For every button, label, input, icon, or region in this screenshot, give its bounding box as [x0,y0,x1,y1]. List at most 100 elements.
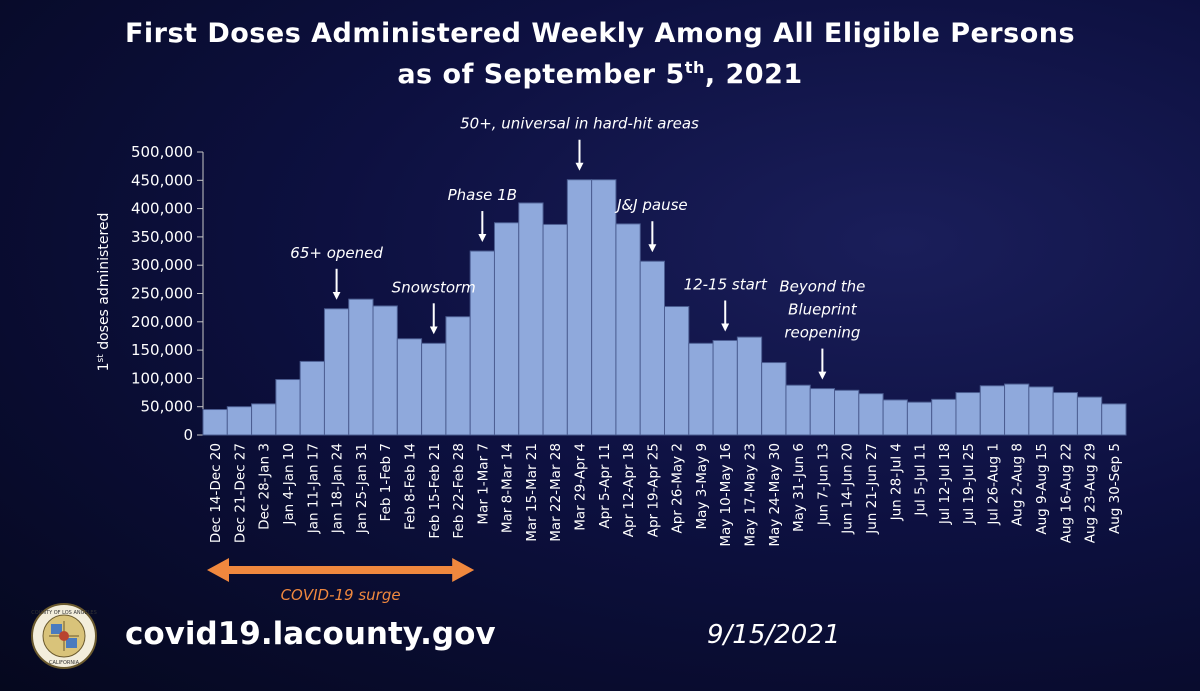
y-axis: 0 50,000 100,000 150,000 200,000 250,000 300,0… [131,143,1126,444]
bar-23 [761,362,787,436]
x-tick-label: Jul 19-Jul 25 [961,443,977,525]
bar-20 [688,342,714,436]
x-tick-label: Mar 15-Mar 21 [524,443,540,542]
footer-url[interactable]: covid19.lacounty.gov [125,616,496,652]
y-tick-label: 350,000 [131,228,193,246]
bar-22 [736,336,763,436]
annotation-label: Beyond the Blueprint reopening [779,278,865,342]
x-tick-label: Feb 22-Feb 28 [451,443,467,539]
x-tick-label: Mar 22-Mar 28 [548,443,564,542]
x-tick-label: Apr 5-Apr 11 [597,443,613,529]
bar-8 [396,338,423,436]
bar-26 [834,389,860,436]
y-tick-label: 150,000 [131,341,193,359]
covid-surge-range: COVID-19 surge [207,558,475,604]
y-tick-label: 250,000 [131,285,193,303]
bar-21 [712,339,738,436]
x-tick-label: Dec 28-Jan 3 [257,443,273,530]
x-tick-label: Feb 8-Feb 14 [402,443,418,530]
annotation-label: J&J pause [614,196,688,214]
bar-36 [1076,396,1103,436]
bar-35 [1052,392,1078,436]
annotation-text: 65+ opened [290,244,383,262]
x-tick-label: Mar 29-Apr 4 [572,443,588,531]
x-tick-label: Jul 12-Jul 18 [937,443,953,525]
annotations: 65+ opened Snowstorm Phase 1B 50+, universa… [290,115,865,380]
x-tick-label: Jul 26-Aug 1 [985,443,1001,526]
seal-text-top: COUNTY OF LOS ANGELES [31,610,97,616]
bar-14 [542,223,568,436]
bar-31 [955,392,981,436]
x-tick-label: Aug 30-Sep 5 [1107,443,1123,534]
bar-12 [493,222,520,436]
annotation-text: J&J pause [614,196,688,214]
bar-16 [591,179,617,436]
annotation-label: 65+ opened [290,244,383,262]
annotation-text: Phase 1B [448,186,517,204]
annotation-text: Snowstorm [392,278,476,296]
bar-18 [639,260,665,436]
bar-30 [931,398,957,436]
x-tick-label: Dec 21-Dec 27 [232,443,248,543]
bar-1 [226,406,253,436]
bar-28 [882,399,908,436]
annotation-text: Beyond the [779,278,865,296]
x-tick-label: Dec 14-Dec 20 [208,443,224,543]
chart-title-line2: as of September 5th, 2021 [0,58,1200,90]
x-tick-label: Jan 11-Jan 17 [305,443,321,534]
bar-25 [809,388,836,436]
x-tick-label: Jan 25-Jan 31 [354,443,370,534]
bar-34 [1028,386,1054,436]
y-tick-label: 450,000 [131,171,193,189]
bars [202,179,1127,436]
y-tick-label: 0 [183,426,193,444]
x-tick-label: Mar 8-Mar 14 [500,443,516,533]
footer-date: 9/15/2021 [707,620,841,650]
x-tick-label: Aug 23-Aug 29 [1083,443,1099,543]
bar-19 [664,306,690,436]
annotation-text: Blueprint [788,301,858,319]
y-tick-label: 400,000 [131,200,193,218]
bar-24 [785,384,811,436]
x-tick-label: Apr 12-Apr 18 [621,443,637,537]
x-tick-label: Jun 28-Jul 4 [888,443,904,521]
bar-3 [275,379,301,436]
x-tick-label: Aug 16-Aug 22 [1058,443,1074,543]
x-tick-label: Jun 21-Jun 27 [864,443,880,535]
bar-0 [202,409,228,436]
x-tick-label: Aug 9-Aug 15 [1034,443,1050,535]
title-line2-prefix: as of September 5 [397,59,685,90]
annotation-label: Phase 1B [448,186,517,204]
x-tick-label: May 10-May 16 [718,443,734,547]
bar-2 [251,403,277,436]
seal-text-bottom: CALIFORNIA [49,660,80,666]
surge-range-right-arrowhead [452,558,475,582]
x-tick-label: Jun 7-Jun 13 [815,443,831,526]
annotation-text: reopening [784,324,860,342]
annotation-label: Snowstorm [392,278,476,296]
annotation-label: 12-15 start [684,275,768,293]
chart-title-line1: First Doses Administered Weekly Among Al… [124,18,1076,49]
bar-27 [858,393,884,436]
bar-11 [469,250,495,436]
x-tick-label: Aug 2-Aug 8 [1010,443,1026,526]
x-tick-label: Feb 15-Feb 21 [427,443,443,539]
bar-4 [299,360,325,436]
x-tick-label: May 17-May 23 [743,443,759,547]
surge-range-label: COVID-19 surge [281,586,401,604]
x-tick-label: Apr 26-May 2 [670,443,686,534]
title-line2-suffix: , 2021 [704,59,803,90]
y-tick-label: 200,000 [131,313,193,331]
bar-17 [615,223,641,436]
x-tick-label: Jan 18-Jan 24 [330,443,346,534]
annotation-label: 50+, universal in hard-hit areas [460,115,699,133]
y-tick-label: 500,000 [131,143,193,161]
y-tick-label: 100,000 [131,369,193,387]
x-tick-label: Jun 14-Jun 20 [840,443,856,535]
bar-32 [979,385,1006,436]
bar-10 [445,316,471,436]
x-tick-label: Apr 19-Apr 25 [645,443,661,537]
x-tick-label: Jul 5-Jul 11 [913,443,929,517]
bar-7 [372,305,398,436]
bar-9 [421,342,447,436]
